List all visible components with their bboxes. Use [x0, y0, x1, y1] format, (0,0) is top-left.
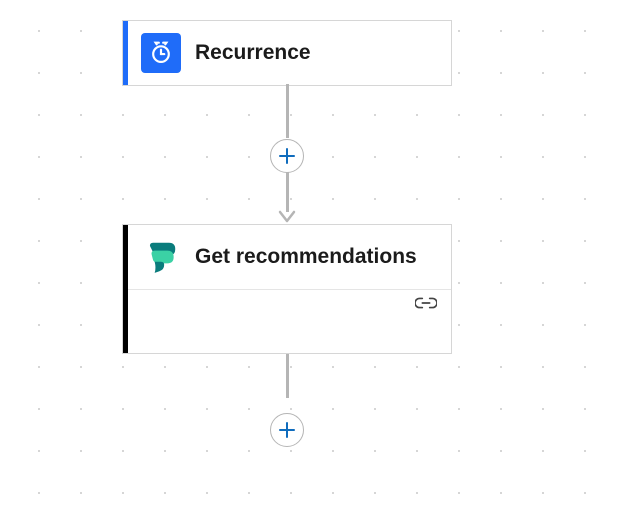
node-label: Recurrence	[195, 40, 311, 66]
plus-icon	[277, 146, 297, 166]
flow-node-get-recommendations[interactable]: Get recommendations	[122, 224, 452, 354]
node-accent	[123, 21, 128, 85]
connector-line	[286, 84, 289, 138]
node-header-row: Recurrence	[123, 21, 451, 85]
node-footer	[123, 289, 451, 321]
node-label: Get recommendations	[195, 244, 417, 270]
link-icon	[415, 296, 437, 310]
add-step-button[interactable]	[270, 139, 304, 173]
node-accent	[123, 225, 128, 353]
node-header-row: Get recommendations	[123, 225, 451, 289]
add-step-button[interactable]	[270, 413, 304, 447]
p-logo-icon-box	[141, 237, 181, 277]
flow-node-recurrence[interactable]: Recurrence	[122, 20, 452, 86]
clock-icon	[148, 40, 174, 66]
clock-icon-box	[141, 33, 181, 73]
connector-line	[286, 172, 289, 212]
p-logo-icon	[142, 238, 180, 276]
connection-link-button[interactable]	[415, 296, 437, 315]
plus-icon	[277, 420, 297, 440]
arrow-down-icon	[278, 210, 296, 229]
flow-canvas[interactable]: Recurrence Get recommendations	[0, 0, 624, 513]
connector-line	[286, 354, 289, 398]
